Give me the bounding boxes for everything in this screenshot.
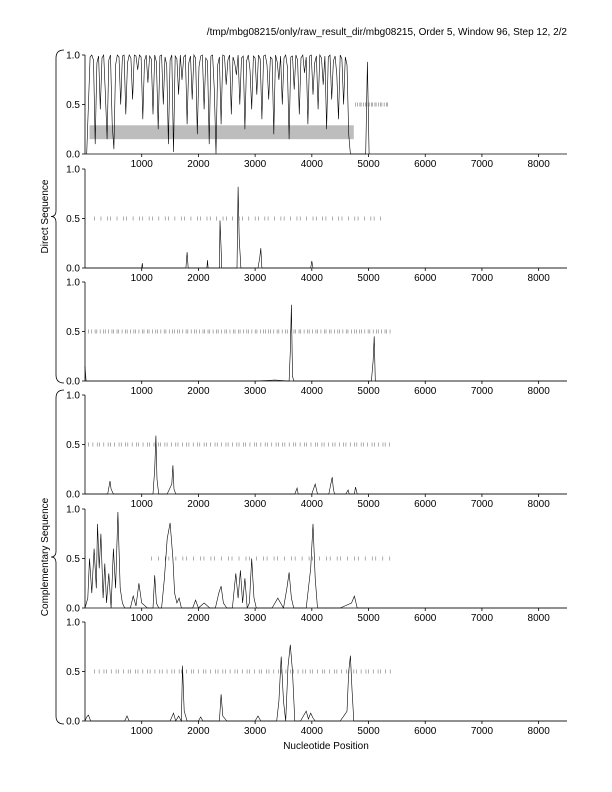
x-tick-label: 2000 — [187, 386, 210, 397]
x-tick-label: 1000 — [131, 386, 154, 397]
x-tick-label: 2000 — [187, 726, 210, 737]
x-tick-label: 1000 — [131, 273, 154, 284]
predicted-gene-region — [89, 125, 354, 140]
x-tick-label: 5000 — [357, 386, 380, 397]
y-tick-label: 0.5 — [66, 667, 80, 678]
x-tick-label: 8000 — [528, 386, 551, 397]
x-tick-label: 8000 — [528, 613, 551, 624]
x-tick-label: 7000 — [471, 726, 494, 737]
x-tick-label: 7000 — [471, 499, 494, 510]
coding-probability-line — [84, 511, 567, 609]
y-tick-label: 0.5 — [66, 100, 80, 111]
x-tick-label: 1000 — [131, 726, 154, 737]
complementary-sequence-group: Complementary Sequence — [40, 389, 65, 725]
y-tick-label: 1.0 — [66, 51, 80, 62]
y-tick-label: 0.5 — [66, 554, 80, 565]
x-tick-label: 8000 — [528, 159, 551, 170]
x-tick-label: 6000 — [414, 386, 437, 397]
panel-5: 0.0 0.5 1.0 1000 2000 3000 4000 5000 6000 7000 800… — [66, 505, 567, 624]
panel-2: 0.0 0.5 1.0 1000 2000 3000 4000 5000 6000 7000 800… — [66, 165, 567, 284]
x-tick-label: 8000 — [528, 499, 551, 510]
y-tick-label: 1.0 — [66, 391, 80, 402]
y-tick-label: 0.0 — [66, 150, 80, 161]
x-tick-label: 5000 — [357, 499, 380, 510]
x-tick-label: 1000 — [131, 499, 154, 510]
x-tick-label: 8000 — [528, 726, 551, 737]
y-tick-label: 1.0 — [66, 165, 80, 176]
panel-4: 0.0 0.5 1.0 1000 2000 3000 4000 5000 6000 7000 800… — [66, 391, 567, 510]
direct-sequence-brace — [50, 49, 65, 384]
x-tick-label: 3000 — [244, 273, 267, 284]
x-tick-label: 4000 — [301, 726, 324, 737]
x-tick-label: 3000 — [244, 726, 267, 737]
x-tick-label: 6000 — [414, 159, 437, 170]
x-tick-label: 6000 — [414, 726, 437, 737]
x-tick-label: 8000 — [528, 273, 551, 284]
x-tick-label: 5000 — [357, 726, 380, 737]
panel-3: 0.0 0.5 1.0 1000 2000 3000 4000 5000 6000 7000 800… — [66, 278, 567, 397]
x-tick-label: 4000 — [301, 273, 324, 284]
y-tick-label: 0.0 — [66, 264, 80, 275]
coding-probability-line — [84, 304, 567, 382]
y-tick-label: 0.5 — [66, 214, 80, 225]
x-tick-label: 3000 — [244, 613, 267, 624]
direct-sequence-label: Direct Sequence — [40, 179, 51, 253]
direct-sequence-group: Direct Sequence — [40, 49, 65, 384]
x-tick-label: 5000 — [357, 613, 380, 624]
y-tick-label: 1.0 — [66, 278, 80, 289]
y-tick-label: 0.0 — [66, 490, 80, 501]
x-tick-label: 5000 — [357, 159, 380, 170]
figure-title: /tmp/mbg08215/only/raw_result_dir/mbg082… — [207, 27, 568, 38]
x-tick-label: 3000 — [244, 159, 267, 170]
coding-probability-line — [84, 644, 567, 723]
x-tick-label: 4000 — [301, 386, 324, 397]
complementary-sequence-label: Complementary Sequence — [40, 497, 51, 616]
x-tick-label: 2000 — [187, 273, 210, 284]
x-tick-label: 7000 — [471, 273, 494, 284]
x-tick-label: 3000 — [244, 499, 267, 510]
y-tick-label: 0.0 — [66, 604, 80, 615]
x-tick-label: 7000 — [471, 613, 494, 624]
y-tick-label: 0.5 — [66, 440, 80, 451]
x-tick-label: 2000 — [187, 499, 210, 510]
y-tick-label: 0.0 — [66, 717, 80, 728]
x-tick-label: 7000 — [471, 159, 494, 170]
x-tick-label: 4000 — [301, 159, 324, 170]
y-tick-label: 1.0 — [66, 505, 80, 516]
panels-container: 0.0 0.5 1.0 1000 2000 3000 4000 5000 6000 7000 800… — [66, 51, 567, 737]
panel-6: 0.0 0.5 1.0 1000 2000 3000 4000 5000 6000 7000 800… — [66, 618, 567, 737]
x-tick-label: 1000 — [131, 159, 154, 170]
x-tick-label: 7000 — [471, 386, 494, 397]
y-tick-label: 1.0 — [66, 618, 80, 629]
x-tick-label: 2000 — [187, 159, 210, 170]
coding-probability-line — [85, 435, 567, 495]
y-tick-label: 0.5 — [66, 327, 80, 338]
x-tick-label: 6000 — [414, 273, 437, 284]
x-tick-label: 5000 — [357, 273, 380, 284]
coding-probability-line — [85, 186, 567, 269]
x-tick-label: 6000 — [414, 499, 437, 510]
complementary-sequence-brace — [50, 389, 65, 725]
panel-1: 0.0 0.5 1.0 1000 2000 3000 4000 5000 6000 7000 800… — [66, 51, 567, 170]
coding-probability-line — [86, 53, 370, 155]
x-tick-label: 2000 — [187, 613, 210, 624]
x-tick-label: 1000 — [131, 613, 154, 624]
x-tick-label: 4000 — [301, 613, 324, 624]
x-axis-label: Nucleotide Position — [283, 741, 369, 752]
x-tick-label: 6000 — [414, 613, 437, 624]
y-tick-label: 0.0 — [66, 377, 80, 388]
x-tick-label: 4000 — [301, 499, 324, 510]
x-tick-label: 3000 — [244, 386, 267, 397]
